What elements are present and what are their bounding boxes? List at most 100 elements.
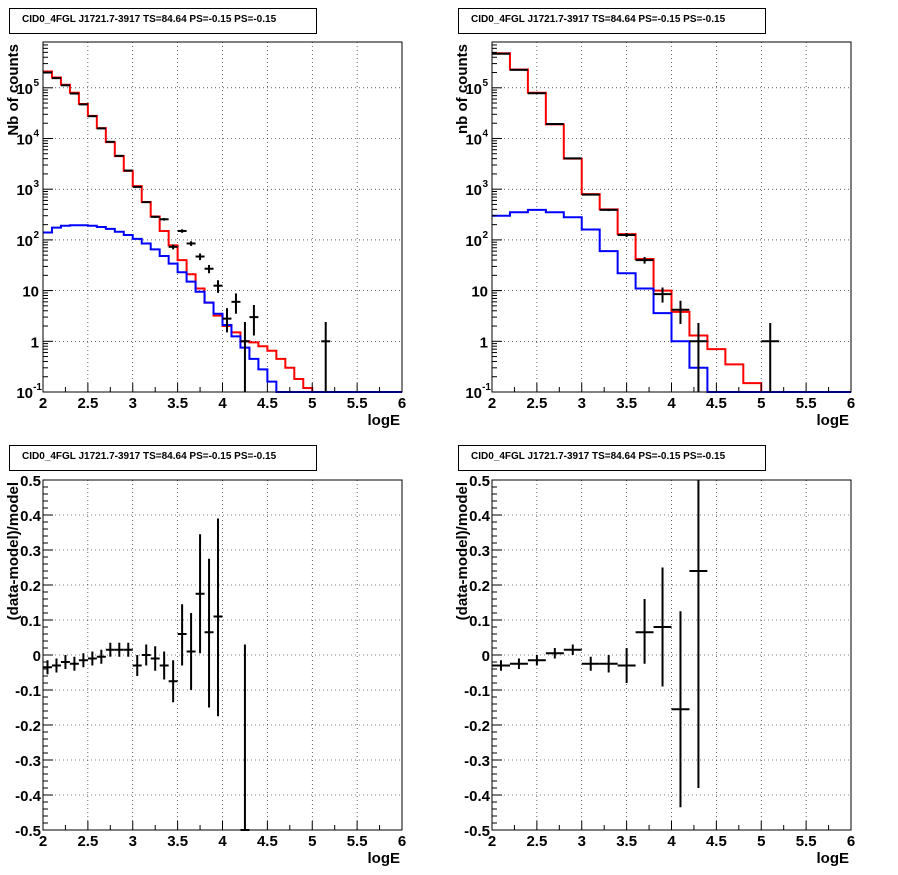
y-tick-label: 0.2 xyxy=(469,578,490,595)
x-axis-label: logE xyxy=(368,850,401,867)
grid xyxy=(43,480,402,830)
x-tick-label: 2 xyxy=(488,395,496,412)
y-tick-label: 0.5 xyxy=(20,473,41,490)
data-point xyxy=(563,644,582,655)
x-tick-label: 5.5 xyxy=(347,395,368,412)
data-point xyxy=(204,558,214,708)
data-point xyxy=(114,642,124,657)
data-point xyxy=(563,157,582,160)
data-point xyxy=(105,140,115,143)
y-tick-label: 10 xyxy=(471,284,488,301)
data-point xyxy=(177,604,187,666)
x-tick-label: 5.5 xyxy=(347,833,368,850)
data-point xyxy=(132,655,142,676)
x-tick-label: 2 xyxy=(39,395,47,412)
y-axis-label: (data-model)/model xyxy=(5,482,22,620)
x-axis-label: logE xyxy=(817,850,850,867)
y-tick-label: 10 xyxy=(465,81,482,98)
x-tick-label: 4 xyxy=(667,395,676,412)
y-tick-label: -0.5 xyxy=(15,823,41,840)
x-tick-label: 6 xyxy=(847,395,855,412)
x-tick-label: 4.5 xyxy=(257,395,278,412)
y-tick-exponent: 5 xyxy=(482,78,488,89)
panel-3-title: CID0_4FGL J1721.7-3917 TS=84.64 PS=-0.15… xyxy=(9,445,317,471)
y-tick-label: -0.2 xyxy=(464,718,490,735)
y-tick-label: 0 xyxy=(482,648,490,665)
data-point xyxy=(240,322,250,392)
x-tick-label: 4.5 xyxy=(257,833,278,850)
y-tick-label: -0.5 xyxy=(464,823,490,840)
y-tick-label: 0.5 xyxy=(469,473,490,490)
data-point xyxy=(96,127,106,130)
data-point xyxy=(186,241,196,246)
data-point xyxy=(168,244,178,250)
data-point xyxy=(69,656,79,671)
x-tick-label: 2.5 xyxy=(77,833,98,850)
x-tick-label: 5 xyxy=(308,395,316,412)
x-tick-label: 5.5 xyxy=(796,395,817,412)
data-point xyxy=(204,264,214,274)
y-tick-label: 10 xyxy=(16,81,33,98)
x-tick-label: 6 xyxy=(398,833,406,850)
x-tick-label: 3.5 xyxy=(167,395,188,412)
y-tick-label: 10 xyxy=(16,233,33,250)
x-tick-label: 4 xyxy=(218,833,227,850)
data-point xyxy=(671,300,690,324)
y-tick-label: 0.3 xyxy=(20,543,41,560)
y-tick-exponent: -1 xyxy=(33,382,42,393)
x-tick-label: 6 xyxy=(398,395,406,412)
x-tick-label: 3.5 xyxy=(616,395,637,412)
y-tick-label: 10 xyxy=(16,182,33,199)
data-point xyxy=(150,646,160,671)
x-axis-label: logE xyxy=(817,412,850,429)
data-point xyxy=(617,648,636,683)
x-tick-label: 4 xyxy=(218,395,227,412)
y-tick-exponent: 2 xyxy=(33,230,39,241)
y-tick-exponent: 2 xyxy=(482,230,488,241)
data-point xyxy=(159,218,169,221)
y-tick-label: 0.2 xyxy=(20,578,41,595)
data-point xyxy=(321,322,331,392)
y-tick-label: 10 xyxy=(465,385,482,402)
data-point xyxy=(43,660,52,675)
data-point xyxy=(60,655,70,669)
data-point xyxy=(132,185,142,188)
data-point xyxy=(78,653,88,668)
data-point xyxy=(492,660,510,671)
data-point xyxy=(761,322,780,392)
x-tick-label: 4 xyxy=(667,833,676,850)
data-point xyxy=(509,658,528,669)
data-point xyxy=(195,534,205,654)
data-point xyxy=(186,613,196,690)
y-tick-label: 0.4 xyxy=(469,508,491,525)
data-point xyxy=(653,567,672,687)
data-point xyxy=(689,322,708,392)
y-tick-label: 0 xyxy=(33,648,41,665)
data-point xyxy=(96,649,106,664)
x-axis-label: logE xyxy=(368,412,401,429)
y-tick-label: 10 xyxy=(465,233,482,250)
data-point xyxy=(231,293,241,314)
x-tick-label: 2.5 xyxy=(77,395,98,412)
x-tick-label: 6 xyxy=(847,833,855,850)
x-tick-label: 4.5 xyxy=(706,395,727,412)
y-tick-exponent: 4 xyxy=(482,128,488,139)
x-tick-label: 2.5 xyxy=(526,833,547,850)
data-point xyxy=(671,611,690,808)
data-point xyxy=(159,651,169,680)
data-point xyxy=(653,287,672,303)
y-tick-exponent: -1 xyxy=(482,382,491,393)
y-axis-label: nb of counts xyxy=(454,44,471,134)
data-point xyxy=(105,642,115,657)
y-tick-label: -0.3 xyxy=(15,753,41,770)
data-point xyxy=(635,256,654,264)
x-tick-label: 3 xyxy=(129,833,137,850)
y-tick-label: 10 xyxy=(16,131,33,148)
y-tick-label: 1 xyxy=(480,334,488,351)
x-tick-label: 3 xyxy=(129,395,137,412)
data-point xyxy=(599,208,618,212)
